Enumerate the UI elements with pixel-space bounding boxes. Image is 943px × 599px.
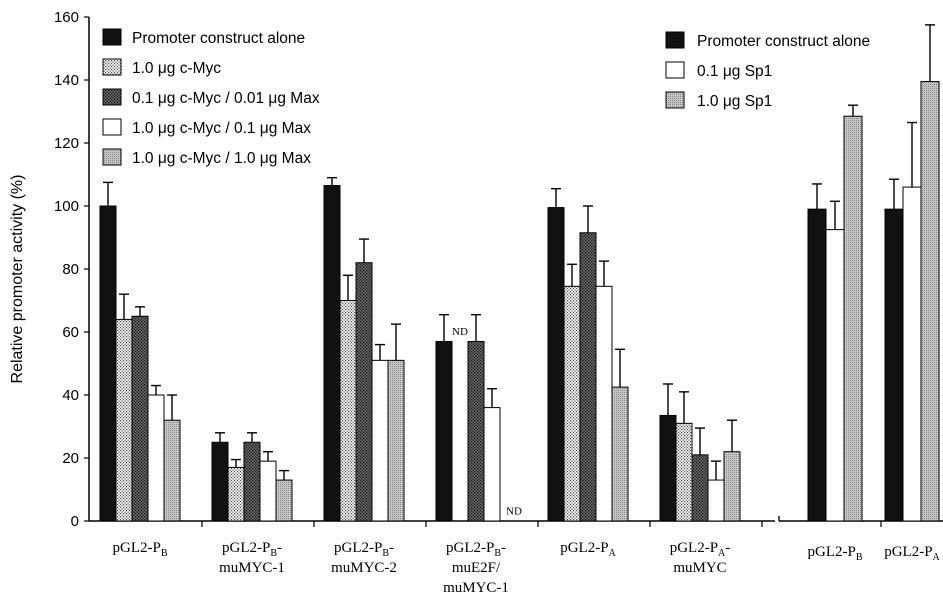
x-tick-label: pGL2-PA-: [670, 540, 731, 559]
bar-black: [211, 441, 229, 522]
nd-annotation: ND: [506, 506, 522, 518]
y-tick-label: 0: [71, 513, 79, 530]
bar-white: [595, 285, 613, 522]
bar-dark_dots: [579, 232, 597, 522]
y-axis-label: Relative promoter activity (%): [9, 175, 26, 384]
legend-swatch: [102, 118, 122, 136]
bar-white: [371, 359, 389, 522]
bar-light_grey: [163, 419, 181, 522]
bar-black: [547, 207, 565, 522]
x-tick-label-line: muE2F/: [452, 560, 501, 576]
x-tick-label-line: muMYC-1: [219, 560, 285, 576]
bar-light_grey: [611, 386, 629, 522]
legend-label: 1.0 μg c-Myc / 1.0 μg Max: [132, 150, 311, 167]
x-tick-label: pGL2-PA: [884, 544, 940, 563]
bar-light_dots: [115, 318, 133, 522]
x-tick-label: pGL2-PB: [807, 544, 862, 563]
bar-dark_dots: [467, 340, 485, 522]
y-tick-label: 140: [54, 72, 79, 89]
bar-black: [807, 208, 827, 522]
legend-swatch: [665, 61, 685, 79]
y-tick-label: 80: [62, 261, 79, 278]
y-tick-label: 160: [54, 9, 79, 26]
bar-dark_dots: [243, 441, 261, 522]
bar-black: [659, 414, 677, 522]
legend-label: 1.0 μg Sp1: [697, 93, 772, 110]
y-tick-label: 60: [62, 324, 79, 341]
legend-label: Promoter construct alone: [697, 33, 870, 50]
bar-white: [147, 394, 165, 522]
y-tick-label: 40: [62, 387, 79, 404]
y-tick-label: 100: [54, 198, 79, 215]
bar-dark_dots: [131, 315, 149, 522]
x-tick-label-line: muMYC: [673, 560, 726, 576]
bar-light_dots: [339, 300, 357, 522]
bar-light_dots: [227, 466, 245, 522]
x-tick-label: pGL2-PB: [112, 540, 167, 559]
x-tick-label-line: muMYC-1: [443, 580, 509, 596]
legend-swatch: [102, 58, 122, 76]
legend-label: Promoter construct alone: [132, 30, 305, 47]
x-tick-label-line: muMYC-2: [331, 560, 397, 576]
bar-white: [483, 407, 501, 522]
legend-swatch: [102, 148, 122, 166]
legend-swatch: [665, 91, 685, 109]
x-tick-label: pGL2-PB-: [446, 540, 506, 559]
legend-swatch: [102, 28, 122, 46]
bar-light_dots: [675, 422, 693, 522]
nd-annotation: ND: [452, 326, 468, 338]
legend-label: 1.0 μg c-Myc / 0.1 μg Max: [132, 120, 311, 137]
y-tick-label: 120: [54, 135, 79, 152]
bar-light_grey: [723, 451, 741, 522]
bar-black: [99, 205, 117, 522]
bar-dark_dots: [691, 454, 709, 522]
bar-white: [902, 186, 922, 522]
x-tick-label: pGL2-PB-: [222, 540, 282, 559]
x-tick-label: pGL2-PA: [560, 540, 616, 559]
bar-white: [825, 229, 845, 522]
bar-light_grey: [387, 359, 405, 522]
legend-swatch: [665, 31, 685, 49]
legend-label: 0.1 μg c-Myc / 0.01 μg Max: [132, 90, 320, 107]
bar-black: [884, 208, 904, 522]
bar-white: [707, 479, 725, 522]
bar-dark_dots: [355, 262, 373, 522]
bar-light_grey: [843, 115, 863, 522]
y-tick-label: 20: [62, 450, 79, 467]
bar-white: [259, 460, 277, 522]
bar-black: [435, 340, 453, 522]
bar-light_dots: [563, 285, 581, 522]
legend-label: 0.1 μg Sp1: [697, 63, 772, 80]
x-tick-label: pGL2-PB-: [334, 540, 394, 559]
bar-black: [323, 185, 341, 522]
legend-label: 1.0 μg c-Myc: [132, 60, 221, 77]
bar-light_grey: [920, 81, 940, 522]
legend-swatch: [102, 88, 122, 106]
bar-light_grey: [275, 479, 293, 522]
